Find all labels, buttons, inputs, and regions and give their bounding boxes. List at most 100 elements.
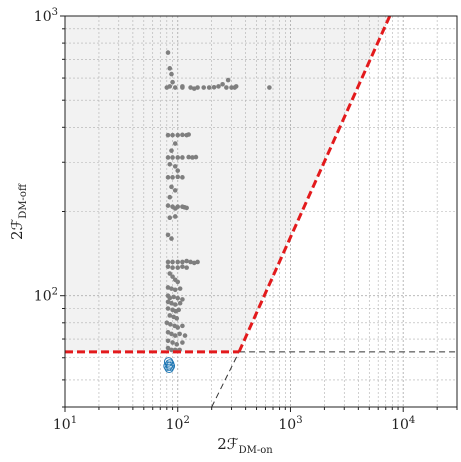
gray-data-point [165,175,171,180]
gray-data-point [172,164,178,169]
gray-data-point [169,286,174,291]
gray-data-point [186,132,191,137]
gray-data-point [175,174,181,180]
gray-data-point [177,286,183,291]
gray-data-point [182,333,188,338]
gray-data-point [175,132,181,138]
gray-data-point [177,300,183,306]
gray-data-point [175,168,181,173]
gray-data-point [167,161,173,167]
gray-data-point [180,259,185,265]
gray-data-point [165,338,171,344]
gray-data-point [165,50,171,55]
gray-data-point [174,342,180,347]
gray-data-point [165,264,171,269]
gray-data-point [165,306,171,311]
y-axis-label: 2ℱDM-off [8,183,29,240]
gray-data-point [165,132,171,138]
gray-data-point [175,279,181,285]
gray-data-point [180,84,185,89]
gray-data-point [216,84,221,89]
gray-data-point [167,215,173,221]
gray-data-point [188,85,193,90]
gray-data-point [165,232,171,238]
gray-data-point [165,299,171,305]
gray-data-point [184,205,189,211]
gray-data-point [169,148,174,153]
gray-data-point [184,258,189,264]
x-tick-label: 104 [391,415,415,433]
gray-data-point [211,85,217,90]
gray-data-point [174,316,180,321]
gray-data-point [167,271,173,276]
gray-data-point [170,175,175,180]
gray-data-point [191,86,197,91]
gray-data-point [169,184,174,190]
gray-data-point [180,340,185,345]
gray-data-point [184,265,189,270]
gray-data-point [175,155,181,160]
gray-data-point [206,85,212,90]
gray-data-point [165,259,171,265]
gray-data-point [180,132,185,138]
gray-data-point [176,307,182,313]
gray-data-point [172,85,178,90]
x-axis-label: 2ℱDM-on [217,435,273,456]
threshold-diagonal-line [237,16,392,353]
gray-data-point [170,132,175,138]
blue-ring-point [164,363,174,374]
gray-data-point [220,81,225,87]
gray-data-point [170,259,175,265]
gray-data-point [172,333,178,338]
x-tick-label: 103 [278,415,302,433]
tick-layer: 101 102 103 104 102 103 [34,7,458,433]
gray-data-point [172,141,178,146]
x-tick-label: 102 [166,415,190,433]
gray-data-point [170,79,175,85]
gray-data-point [267,85,272,90]
diagonal-extension-line [211,351,240,407]
gray-data-point [224,85,229,90]
gray-data-point [167,194,173,200]
gray-data-point [169,347,174,353]
gray-data-point [175,295,181,301]
gray-data-point [201,85,207,90]
gray-data-point [165,329,171,335]
gray-data-point [190,155,195,160]
gray-data-point [165,345,171,351]
gray-data-point [167,66,173,71]
gray-data-point [229,85,234,90]
gray-data-point [180,175,185,180]
gray-data-point [195,259,200,265]
gray-data-point [180,155,185,160]
gray-data-point [172,302,178,307]
gray-data-point [180,264,185,269]
gray-data-point [177,331,182,337]
gray-data-point [165,285,171,290]
gray-data-point [175,325,181,330]
gray-data-point [175,259,181,265]
y-tick-label: 102 [34,287,58,305]
y-tick-label: 103 [34,7,58,25]
gray-data-point [165,155,171,160]
blue-ring-point [163,361,173,371]
gray-data-point [170,265,175,270]
gray-data-point [170,340,175,345]
grid-layer [65,16,457,407]
gray-data-point [193,154,199,160]
blue-ring-point [163,357,174,367]
gray-data-point [170,274,175,279]
gray-data-point [172,188,178,193]
gray-data-point [167,313,173,318]
gray-data-point [180,323,185,329]
gray-data-point [172,214,178,219]
blue-ring-point [165,361,176,371]
gray-data-point [175,204,181,210]
gray-data-point [168,322,173,327]
gray-data-point [167,295,173,301]
gray-data-point [164,320,170,326]
gray-data-point [164,85,170,90]
gray-data-point [169,236,174,241]
x-tick-label: 101 [53,415,77,433]
